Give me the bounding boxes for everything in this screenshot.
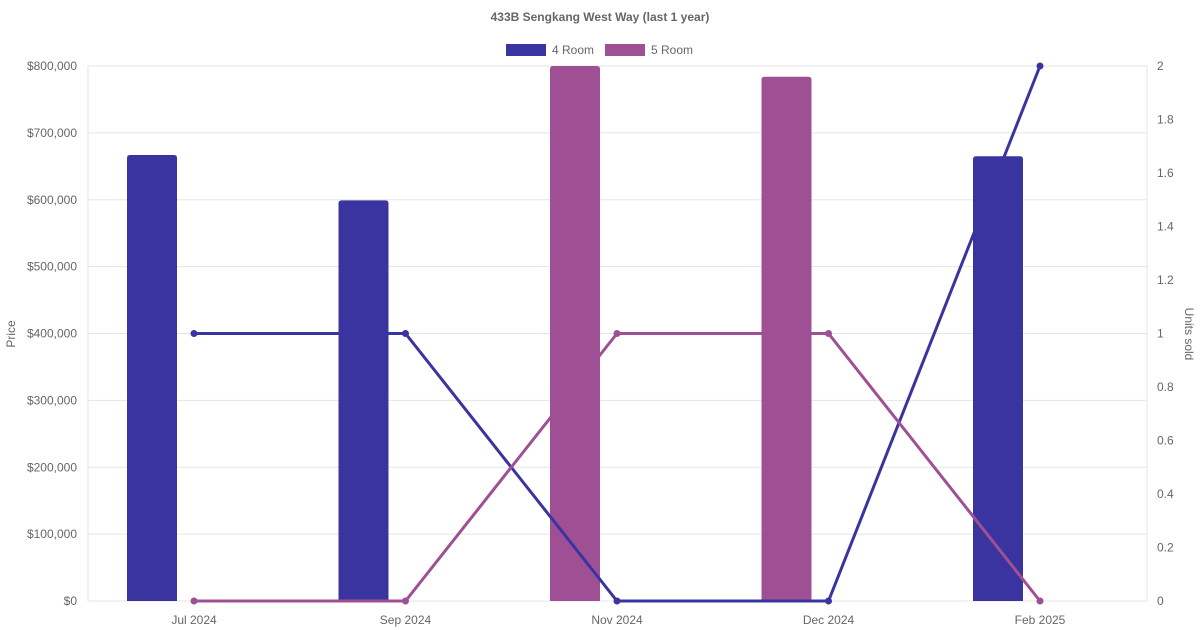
y2-tick-label: 0.2 — [1157, 541, 1174, 555]
bar-5-room-3 — [761, 76, 812, 601]
legend-swatch-4-room — [506, 44, 546, 56]
y-tick-label: $100,000 — [27, 527, 77, 541]
y2-tick-label: 1.8 — [1157, 113, 1174, 127]
point-units-4-room-2 — [613, 597, 621, 605]
bar-4-room-4 — [973, 156, 1023, 601]
bar-4-room-0 — [127, 154, 177, 601]
point-units-5-room-3 — [825, 330, 832, 337]
point-units-5-room-0 — [190, 597, 198, 605]
y-tick-label: $300,000 — [27, 393, 77, 407]
bar-5-room-2 — [550, 66, 600, 601]
point-units-4-room-4 — [1036, 62, 1044, 70]
lines — [190, 62, 1044, 605]
y2-tick-label: 1 — [1157, 327, 1164, 341]
y2-axis-title: Units sold — [1182, 308, 1196, 361]
y2-tick-label: 2 — [1157, 59, 1164, 73]
y2-tick-label: 0 — [1157, 594, 1164, 608]
x-tick-label: Nov 2024 — [591, 613, 643, 627]
point-units-4-room-0 — [190, 330, 198, 337]
y-tick-label: $600,000 — [27, 193, 77, 207]
y-tick-label: $700,000 — [27, 126, 77, 140]
legend-label-5-room: 5 Room — [651, 43, 693, 57]
y-tick-label: $0 — [64, 594, 78, 608]
bar-4-room-1 — [338, 200, 389, 601]
y2-tick-label: 1.4 — [1157, 220, 1174, 234]
tick-labels: $0 $100,000 $200,000 $300,000 $400,000 $500,0… — [27, 59, 1174, 627]
point-units-5-room-4 — [1036, 597, 1044, 605]
y-tick-label: $200,000 — [27, 460, 77, 474]
y-tick-label: $800,000 — [27, 59, 77, 73]
y-axis-title: Price — [4, 320, 18, 348]
point-units-4-room-1 — [402, 330, 409, 337]
y2-tick-label: 0.6 — [1157, 434, 1174, 448]
y2-tick-label: 0.8 — [1157, 380, 1174, 394]
x-tick-label: Dec 2024 — [803, 613, 855, 627]
x-tick-label: Sep 2024 — [380, 613, 432, 627]
y2-tick-label: 1.2 — [1157, 273, 1174, 287]
chart-title: 433B Sengkang West Way (last 1 year) — [491, 10, 710, 24]
legend: 4 Room 5 Room — [506, 43, 693, 57]
point-units-5-room-1 — [402, 597, 409, 605]
y-tick-label: $500,000 — [27, 260, 77, 274]
point-units-5-room-2 — [613, 330, 621, 337]
y-tick-label: $400,000 — [27, 327, 77, 341]
legend-swatch-5-room — [605, 44, 645, 56]
x-tick-label: Jul 2024 — [171, 613, 217, 627]
y2-tick-label: 0.4 — [1157, 487, 1174, 501]
y2-tick-label: 1.6 — [1157, 166, 1174, 180]
point-units-4-room-3 — [825, 597, 832, 605]
bars — [127, 66, 1023, 601]
legend-label-4-room: 4 Room — [552, 43, 594, 57]
x-tick-label: Feb 2025 — [1015, 613, 1066, 627]
